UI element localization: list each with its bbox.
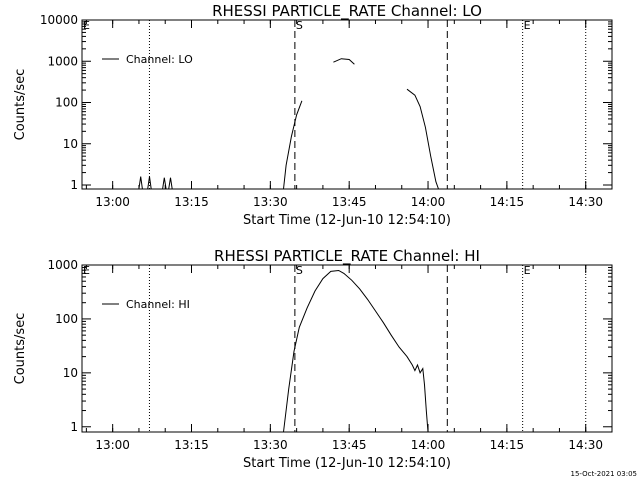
chart-hi-panel: RHESSI PARTICLE_RATE Channel: HI Start Ti…: [13, 247, 613, 471]
x-axis-label: Start Time (12-Jun-10 12:54:10): [243, 456, 451, 471]
chart-title: RHESSI PARTICLE_RATE Channel: LO: [212, 2, 482, 21]
x-tick-label: 14:30: [568, 438, 603, 452]
x-tick-label: 13:45: [332, 195, 367, 209]
y-tick-label: 10000: [40, 13, 78, 27]
x-tick-label: 14:15: [490, 195, 525, 209]
x-tick-label: 14:00: [411, 195, 446, 209]
legend-label: Channel: LO: [126, 53, 193, 66]
y-tick-label: 100: [55, 312, 78, 326]
x-tick-label: 13:15: [174, 438, 209, 452]
y-tick-label: 1000: [47, 54, 78, 68]
legend-label: Channel: HI: [126, 298, 190, 311]
x-axis-label: Start Time (12-Jun-10 12:54:10): [243, 213, 451, 228]
time-marker-label: E: [524, 19, 531, 32]
plot-frame: [81, 264, 613, 433]
y-tick-label: 10: [63, 137, 78, 151]
chart-title: RHESSI PARTICLE_RATE Channel: HI: [214, 247, 480, 266]
time-marker-label: S: [296, 19, 303, 32]
x-tick-label: 13:00: [95, 195, 130, 209]
plot-frame: [81, 19, 613, 190]
y-tick-label: 10: [63, 366, 78, 380]
time-marker-label: E: [524, 264, 531, 277]
time-marker-label: E: [83, 19, 90, 32]
x-tick-label: 13:45: [332, 438, 367, 452]
x-tick-label: 13:00: [95, 438, 130, 452]
y-axis-label: Counts/sec: [13, 69, 28, 141]
y-tick-label: 100: [55, 96, 78, 110]
x-tick-label: 13:30: [253, 438, 288, 452]
chart-lo-panel: RHESSI PARTICLE_RATE Channel: LO Start Ti…: [13, 2, 613, 228]
x-tick-label: 13:30: [253, 195, 288, 209]
y-tick-label: 1: [70, 178, 78, 192]
x-tick-label: 14:30: [568, 195, 603, 209]
time-marker-label: S: [296, 264, 303, 277]
generation-timestamp: 15-Oct-2021 03:05: [571, 470, 637, 478]
series-line: [283, 269, 429, 433]
time-marker-label: E: [83, 264, 90, 277]
x-tick-label: 13:15: [174, 195, 209, 209]
x-tick-label: 14:15: [490, 438, 525, 452]
y-axis-label: Counts/sec: [13, 313, 28, 385]
x-tick-label: 14:00: [411, 438, 446, 452]
series-line: [138, 58, 439, 190]
y-tick-label: 1: [70, 420, 78, 434]
y-tick-label: 1000: [47, 258, 78, 272]
